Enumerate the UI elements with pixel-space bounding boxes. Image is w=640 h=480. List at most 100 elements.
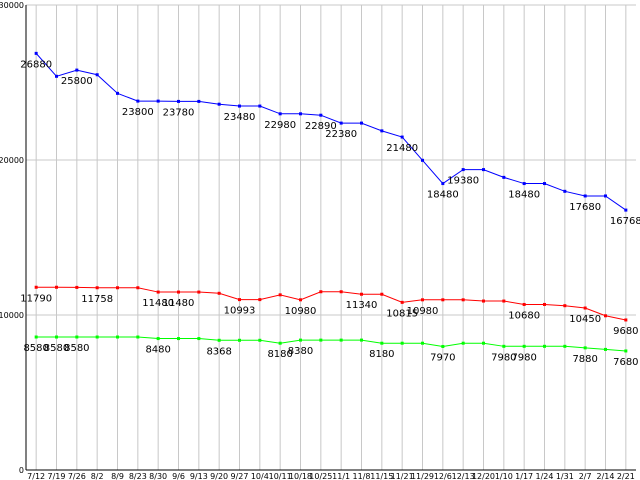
data-label: 10450	[569, 314, 601, 325]
data-point	[96, 286, 99, 289]
data-point	[116, 92, 119, 95]
x-tick-label: 2/7	[579, 472, 592, 480]
data-point	[462, 298, 465, 301]
data-label: 11790	[20, 293, 52, 304]
data-point	[157, 291, 160, 294]
data-point	[543, 182, 546, 185]
data-point	[340, 290, 343, 293]
data-label: 11758	[81, 294, 113, 305]
data-label: 10993	[224, 306, 256, 317]
data-point	[360, 122, 363, 125]
data-point	[116, 286, 119, 289]
data-point	[258, 339, 261, 342]
data-label: 23480	[224, 112, 256, 123]
data-point	[299, 298, 302, 301]
data-point	[136, 100, 139, 103]
data-point	[441, 345, 444, 348]
x-tick-label: 9/6	[172, 472, 185, 480]
data-point	[197, 337, 200, 340]
y-tick-label: 10000	[0, 311, 24, 320]
data-point	[340, 339, 343, 342]
data-point	[75, 336, 78, 339]
data-label: 22380	[325, 129, 357, 140]
data-point	[96, 336, 99, 339]
data-point	[380, 129, 383, 132]
data-point	[136, 286, 139, 289]
x-tick-label: 1/24	[536, 472, 554, 480]
data-point	[279, 342, 282, 345]
data-point	[360, 339, 363, 342]
data-point	[502, 345, 505, 348]
data-label: 10980	[285, 306, 317, 317]
data-point	[482, 300, 485, 303]
data-point	[197, 291, 200, 294]
data-point	[177, 337, 180, 340]
x-tick-label: 2/21	[617, 472, 635, 480]
data-point	[218, 292, 221, 295]
data-point	[563, 304, 566, 307]
data-point	[441, 298, 444, 301]
data-label: 8180	[369, 349, 394, 360]
y-axis-ticks: 0100002000030000	[0, 1, 24, 475]
data-point	[604, 348, 607, 351]
data-point	[35, 286, 38, 289]
data-point	[218, 339, 221, 342]
data-point	[55, 286, 58, 289]
data-label: 10680	[508, 310, 540, 321]
data-point	[502, 300, 505, 303]
x-tick-label: 9/27	[231, 472, 249, 480]
x-tick-label: 8/9	[111, 472, 124, 480]
data-point	[157, 337, 160, 340]
data-point	[75, 286, 78, 289]
x-tick-label: 2/14	[597, 472, 615, 480]
data-point	[238, 339, 241, 342]
x-tick-label: 11/1	[332, 472, 350, 480]
data-label: 8580	[64, 343, 89, 354]
data-point	[462, 342, 465, 345]
grid	[26, 5, 636, 470]
data-label: 23780	[163, 107, 195, 118]
data-point	[177, 291, 180, 294]
data-point	[563, 190, 566, 193]
data-point	[421, 298, 424, 301]
data-label: 18480	[427, 190, 459, 201]
data-point	[75, 69, 78, 72]
data-point	[441, 182, 444, 185]
data-point	[238, 298, 241, 301]
data-label: 23800	[122, 107, 154, 118]
data-point	[523, 182, 526, 185]
data-label: 7880	[572, 354, 597, 365]
data-label: 21480	[386, 143, 418, 154]
x-tick-label: 8/30	[149, 472, 167, 480]
data-label: 19380	[447, 176, 479, 187]
data-label: 7980	[511, 352, 536, 363]
y-tick-label: 20000	[0, 156, 24, 165]
series-line	[36, 337, 626, 351]
data-point	[421, 159, 424, 162]
data-point	[584, 307, 587, 310]
x-tick-label: 8/2	[91, 472, 104, 480]
x-tick-label: 10/4	[251, 472, 269, 480]
x-tick-label: 1/10	[495, 472, 513, 480]
data-point	[35, 336, 38, 339]
data-point	[157, 100, 160, 103]
data-point	[55, 75, 58, 78]
data-point	[319, 339, 322, 342]
data-point	[55, 336, 58, 339]
data-point	[401, 136, 404, 139]
data-point	[604, 194, 607, 197]
data-label: 8380	[288, 346, 313, 357]
data-point	[502, 176, 505, 179]
data-point	[584, 194, 587, 197]
data-point	[279, 112, 282, 115]
data-label: 10980	[407, 306, 439, 317]
data-point	[543, 303, 546, 306]
data-point	[482, 342, 485, 345]
x-tick-label: 7/12	[27, 472, 45, 480]
data-point	[543, 345, 546, 348]
data-label: 7970	[430, 352, 455, 363]
data-label: 25800	[61, 76, 93, 87]
data-point	[624, 318, 627, 321]
x-tick-label: 12/6	[434, 472, 452, 480]
data-point	[563, 345, 566, 348]
